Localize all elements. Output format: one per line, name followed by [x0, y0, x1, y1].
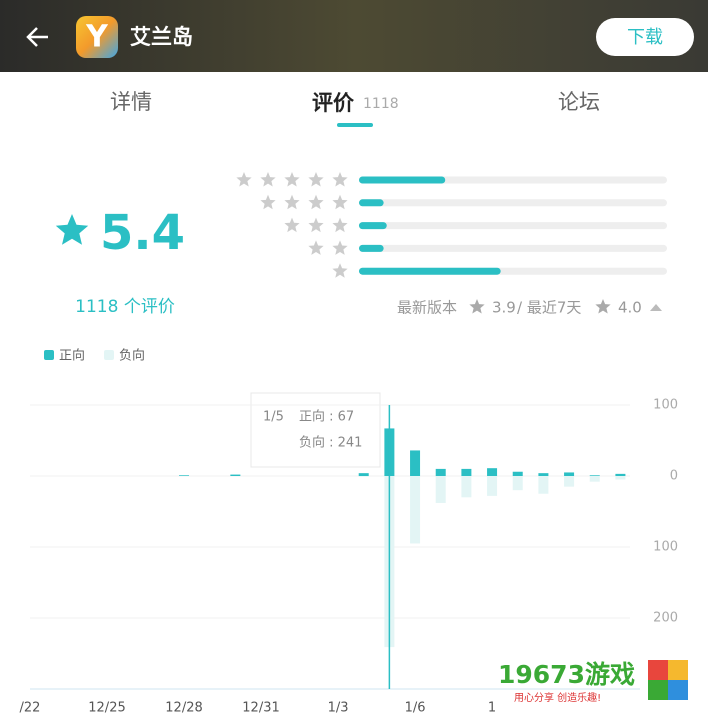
tooltip-line: 正向 : 67	[299, 409, 354, 425]
download-label[interactable]: 下载	[627, 27, 663, 48]
bar	[512, 471, 523, 476]
row-star	[308, 172, 324, 187]
bar	[564, 476, 575, 487]
bar	[589, 475, 600, 476]
x-tick-label: 1/6	[405, 701, 426, 716]
bar	[512, 476, 523, 491]
bar	[461, 468, 472, 476]
bar	[410, 476, 421, 544]
row-star	[284, 217, 300, 233]
bar	[564, 472, 575, 476]
bar	[358, 473, 369, 476]
recent-label: / 最近7天	[517, 299, 581, 317]
x-tick-label: 1/3	[328, 701, 349, 716]
bar	[487, 476, 498, 496]
bar	[615, 473, 626, 476]
tab[interactable]: 论坛	[558, 90, 600, 114]
tab[interactable]: 详情	[110, 90, 152, 114]
download-button[interactable]	[596, 18, 694, 56]
bar	[435, 476, 446, 503]
bar	[487, 468, 498, 476]
distribution-track	[359, 244, 667, 252]
row-star	[332, 172, 348, 187]
recent-star	[595, 299, 611, 314]
row-star	[308, 240, 324, 255]
logo-part	[668, 660, 688, 680]
row-star	[308, 217, 324, 233]
app-icon-letter: Y	[85, 20, 109, 55]
watermark-slogan: 用心分享 创造乐趣!	[514, 691, 601, 704]
rating-score: 5.4	[100, 205, 185, 261]
distribution-track	[359, 199, 667, 207]
rating-count: 1118 个评价	[75, 297, 175, 317]
watermark-text: 19673游戏	[498, 660, 635, 689]
tab-count: 1118	[363, 96, 399, 112]
version-star	[469, 299, 485, 314]
bar	[435, 468, 446, 476]
back-button[interactable]	[26, 27, 48, 47]
rating-star	[55, 214, 89, 245]
row-star	[260, 172, 276, 187]
bar	[589, 476, 600, 482]
y-tick-label: 100	[653, 540, 678, 555]
logo-part	[668, 680, 688, 700]
legend-label: 正向	[59, 348, 85, 364]
tab-active[interactable]: 评价	[312, 91, 355, 115]
distribution-track	[359, 222, 667, 230]
app-icon	[76, 16, 118, 58]
row-star	[284, 172, 300, 187]
row-star	[260, 194, 276, 210]
row-star	[284, 194, 300, 210]
distribution-bar	[359, 244, 384, 252]
legend-label: 负向	[119, 348, 145, 364]
bar	[538, 473, 549, 476]
legend-swatch	[104, 350, 114, 360]
bar	[179, 475, 190, 476]
tooltip-line: 负向 : 241	[299, 435, 362, 451]
row-star	[332, 194, 348, 210]
y-tick-label: 200	[653, 611, 678, 626]
x-tick-label: 12/28	[165, 701, 202, 716]
row-star	[332, 240, 348, 255]
distribution-bar	[359, 199, 384, 207]
tooltip-box	[250, 392, 381, 468]
recent-score: 4.0	[618, 299, 642, 317]
bar	[615, 476, 626, 480]
y-tick-label: 100	[653, 398, 678, 413]
bar	[410, 450, 421, 476]
row-star	[332, 263, 348, 278]
tab-underline	[337, 123, 373, 127]
row-star	[236, 172, 252, 187]
x-tick-label: /22	[20, 701, 41, 716]
x-tick-label: 1	[488, 701, 496, 716]
bar	[461, 476, 472, 498]
distribution-bar	[359, 267, 501, 275]
watermark: 19673游戏 用心分享 创造乐趣!	[498, 660, 688, 704]
distribution-bar	[359, 176, 446, 184]
tooltip-title: 1/5	[263, 410, 284, 425]
x-tick-label: 12/31	[242, 701, 279, 716]
x-tick-label: 12/25	[88, 701, 125, 716]
legend-swatch	[44, 350, 54, 360]
app-title: 艾兰岛	[130, 25, 193, 49]
logo-part	[648, 660, 668, 680]
y-tick-label: 0	[670, 469, 678, 484]
collapse-caret[interactable]	[650, 304, 662, 311]
row-star	[308, 194, 324, 210]
bar	[230, 474, 241, 476]
logo-part	[648, 680, 668, 700]
bar	[538, 476, 549, 494]
version-score: 3.9	[492, 299, 516, 317]
row-star	[332, 217, 348, 233]
bar	[358, 476, 369, 477]
version-label: 最新版本	[397, 299, 457, 317]
distribution-bar	[359, 222, 387, 230]
